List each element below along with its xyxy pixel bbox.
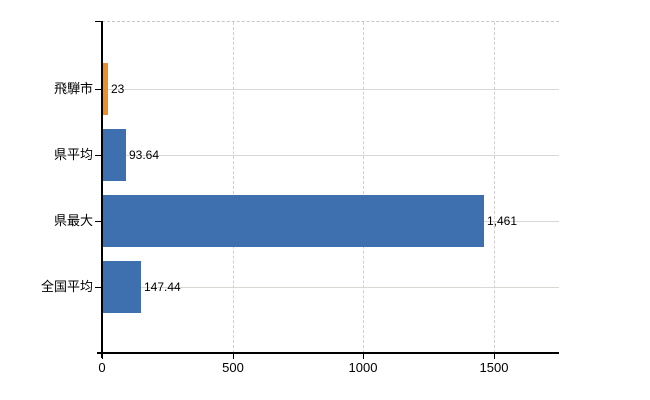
x-axis-tick-label: 500 (222, 360, 244, 375)
y-axis-tick (95, 221, 102, 222)
vertical-gridline (363, 22, 364, 353)
category-label: 県最大 (53, 213, 93, 228)
y-axis-line (101, 21, 103, 358)
y-axis-tick (95, 287, 102, 288)
x-axis-tick (363, 354, 364, 359)
x-axis-tick-label: 1000 (348, 360, 378, 375)
bar-value-label: 23 (111, 82, 125, 96)
bar-row: 93.64 (102, 129, 650, 181)
bar-hida-city[interactable] (102, 63, 108, 115)
bar-row: 147.44 (102, 261, 650, 313)
x-axis-tick (102, 354, 103, 359)
x-axis-tick-label: 0 (98, 360, 106, 375)
bar-value-label: 93.64 (129, 148, 160, 162)
horizontal-gridline (102, 287, 559, 288)
horizontal-gridline (102, 89, 559, 90)
plot-top-border (102, 21, 559, 22)
y-axis-tick (95, 21, 102, 22)
horizontal-gridline (102, 155, 559, 156)
category-label: 県平均 (53, 147, 93, 162)
bar-value-label: 147.44 (144, 280, 181, 294)
x-axis-tick (494, 354, 495, 359)
vertical-gridline (494, 22, 495, 353)
bar-prefecture-average[interactable] (102, 129, 126, 181)
x-axis-tick-label: 1500 (479, 360, 509, 375)
bar-national-average[interactable] (102, 261, 141, 313)
bar-prefecture-max[interactable] (102, 195, 484, 247)
vertical-gridline (233, 22, 234, 353)
bar-row: 23 (102, 63, 650, 115)
category-label: 全国平均 (40, 279, 93, 294)
y-axis-tick (95, 89, 102, 90)
category-label: 飛騨市 (53, 81, 93, 96)
bar-row: 1,461 (102, 195, 650, 247)
y-axis-tick (95, 155, 102, 156)
x-axis-line (97, 352, 559, 354)
x-axis-tick (233, 354, 234, 359)
bar-value-label: 1,461 (487, 214, 518, 228)
